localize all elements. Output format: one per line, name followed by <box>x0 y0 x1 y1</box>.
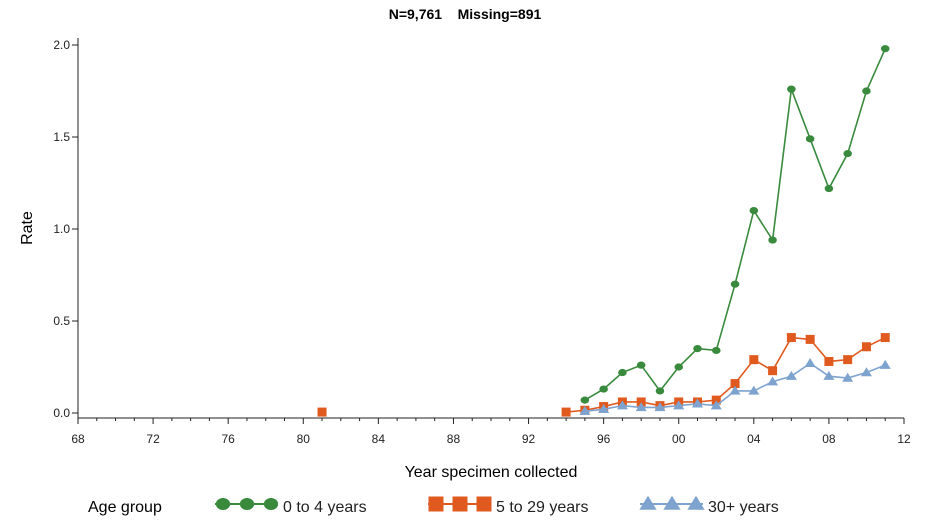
x-tick-label: 96 <box>597 432 611 446</box>
data-point <box>618 368 627 377</box>
series-line <box>566 336 886 413</box>
y-ticks: 0.0 0.5 1.0 1.5 2.0 <box>53 38 78 420</box>
legend-entry: 0 to 4 years <box>215 498 367 516</box>
legend-marker <box>639 495 657 510</box>
y-tick-label: 1.0 <box>53 222 70 236</box>
legend-marker <box>476 496 492 512</box>
x-tick-label: 04 <box>747 432 761 446</box>
x-ticks: 68 72 76 80 84 88 92 96 00 04 08 12 <box>71 418 911 446</box>
axes: 68 72 76 80 84 88 92 96 00 04 08 12 0.0 0.5 1.0 1.5 2.0 <box>53 38 911 446</box>
x-tick-label: 84 <box>372 432 386 446</box>
x-tick-label: 92 <box>522 432 536 446</box>
data-point <box>805 135 815 143</box>
legend-label: 0 to 4 years <box>283 499 367 516</box>
legend-marker <box>687 495 705 510</box>
data-point <box>599 385 608 393</box>
legend: Age group 0 to 4 years 5 to 29 years 30+ y… <box>88 495 779 516</box>
data-point <box>635 402 647 412</box>
legend-marker <box>239 498 255 510</box>
data-point <box>843 149 852 158</box>
x-tick-label: 80 <box>297 432 311 446</box>
data-point <box>842 372 854 382</box>
data-point <box>880 45 890 53</box>
legend-marker <box>263 498 279 510</box>
data-point <box>673 400 685 410</box>
legend-label: 5 to 29 years <box>496 499 589 516</box>
data-point <box>879 359 891 369</box>
x-tick-label: 68 <box>71 432 85 446</box>
data-point <box>748 385 760 395</box>
data-point <box>636 397 646 407</box>
data-point <box>785 370 797 380</box>
data-point <box>804 358 816 368</box>
data-point <box>786 333 796 343</box>
legend-entry: 5 to 29 years <box>428 496 589 516</box>
data-point <box>711 346 721 355</box>
data-point <box>691 398 704 408</box>
y-tick-label: 0.0 <box>53 406 70 420</box>
data-point <box>749 207 759 215</box>
data-point <box>768 236 777 244</box>
legend-label: 30+ years <box>708 499 779 516</box>
data-point <box>824 184 834 193</box>
legend-marker <box>428 496 444 512</box>
chart-title: N=9,761 Missing=891 <box>389 6 542 22</box>
legend-marker <box>452 496 468 512</box>
series-circle <box>580 45 890 404</box>
x-tick-label: 76 <box>222 432 236 446</box>
data-point <box>317 407 327 417</box>
x-axis-label: Year specimen collected <box>405 464 578 481</box>
x-tick-label: 08 <box>822 432 836 446</box>
y-axis-label: Rate <box>19 211 36 245</box>
series-layer <box>317 45 891 417</box>
x-tick-label: 72 <box>146 432 160 446</box>
legend-marker <box>215 498 231 510</box>
data-point <box>749 355 759 365</box>
x-tick-label: 00 <box>672 432 686 446</box>
x-tick-label: 12 <box>897 432 911 446</box>
data-point <box>711 395 721 405</box>
data-point <box>880 333 890 343</box>
y-tick-label: 2.0 <box>53 38 70 52</box>
data-point <box>616 400 628 410</box>
data-point <box>710 400 722 410</box>
data-point <box>767 376 779 386</box>
y-tick-label: 1.5 <box>53 130 70 144</box>
data-point <box>674 363 684 371</box>
y-tick-label: 0.5 <box>53 314 70 328</box>
legend-marker <box>663 495 681 510</box>
data-point <box>823 370 835 380</box>
data-point <box>862 87 871 95</box>
data-point <box>561 407 571 417</box>
data-point <box>654 402 666 412</box>
data-point <box>843 355 853 365</box>
data-point <box>805 334 815 344</box>
series-line <box>584 48 886 401</box>
data-point <box>730 379 740 389</box>
data-point <box>730 280 740 288</box>
data-point <box>787 85 796 93</box>
data-point <box>729 385 741 395</box>
x-tick-label: 88 <box>447 432 461 446</box>
legend-entry: 30+ years <box>639 495 779 516</box>
data-point <box>824 356 834 366</box>
data-point <box>693 345 702 353</box>
data-point <box>636 361 646 369</box>
legend-entries: 0 to 4 years 5 to 29 years 30+ years <box>215 495 779 516</box>
data-point <box>768 366 778 376</box>
data-point <box>580 396 590 404</box>
data-point <box>655 387 665 395</box>
series-triangle <box>579 358 891 415</box>
data-point <box>860 367 872 377</box>
data-point <box>598 404 610 414</box>
data-point <box>861 342 871 352</box>
legend-title: Age group <box>88 499 162 516</box>
data-point <box>579 405 591 415</box>
